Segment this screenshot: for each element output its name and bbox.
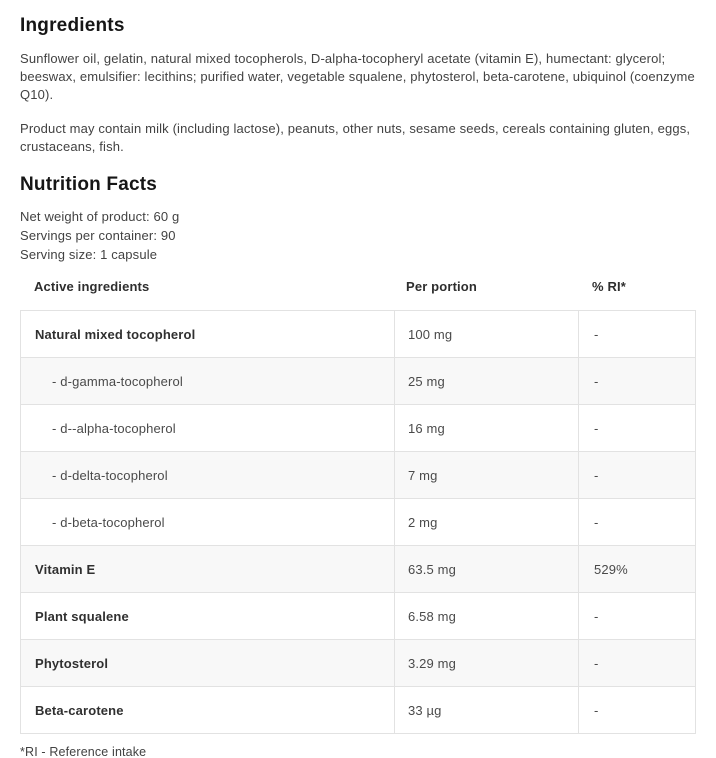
ingredient-name-cell: Vitamin E <box>35 561 96 577</box>
per-portion-cell: 16 mg <box>394 405 578 451</box>
column-header-active-ingredients: Active ingredients <box>34 279 150 294</box>
nutrition-table: Active ingredients Per portion % RI* Nat… <box>20 277 696 734</box>
ri-value-cell: - <box>578 452 697 498</box>
per-portion-cell: 33 µg <box>394 687 578 733</box>
column-header-per-portion: Per portion <box>406 279 477 294</box>
ingredient-name-cell: Beta-carotene <box>35 702 124 718</box>
table-row: - d-beta-tocopherol 2 mg - <box>21 498 695 545</box>
per-portion-cell: 7 mg <box>394 452 578 498</box>
table-row: Phytosterol 3.29 mg - <box>21 639 695 686</box>
table-row: Natural mixed tocopherol 100 mg - <box>21 311 695 357</box>
table-row: Vitamin E 63.5 mg 529% <box>21 545 695 592</box>
ingredient-name-cell: - d-beta-tocopherol <box>52 514 165 530</box>
nutrition-facts-heading: Nutrition Facts <box>20 174 158 195</box>
per-portion-cell: 2 mg <box>394 499 578 545</box>
ingredient-name-cell: Natural mixed tocopherol <box>35 326 196 342</box>
ingredient-name-cell: - d-delta-tocopherol <box>52 467 168 483</box>
ingredient-name-cell: - d--alpha-tocopherol <box>52 420 176 436</box>
ingredients-composition-text: Sunflower oil, gelatin, natural mixed to… <box>20 51 695 102</box>
ingredients-allergens-text: Product may contain milk (including lact… <box>20 121 691 154</box>
ingredient-name-cell: - d-gamma-tocopherol <box>52 373 183 389</box>
ri-value-cell: - <box>578 405 697 451</box>
ri-value-cell: - <box>578 311 697 357</box>
ri-value-cell: - <box>578 687 697 733</box>
servings-per-container-line: Servings per container: 90 <box>20 228 176 243</box>
table-row: Plant squalene 6.58 mg - <box>21 592 695 639</box>
ingredient-name-cell: Phytosterol <box>35 655 109 671</box>
table-row: - d-gamma-tocopherol 25 mg - <box>21 357 695 404</box>
per-portion-cell: 100 mg <box>394 311 578 357</box>
nutrition-table-header: Active ingredients Per portion % RI* <box>20 277 696 297</box>
ri-footnote: *RI - Reference intake <box>20 745 147 758</box>
ri-value-cell: 529% <box>578 546 697 592</box>
serving-info: Net weight of product: 60 g Servings per… <box>20 207 696 264</box>
per-portion-cell: 6.58 mg <box>394 593 578 639</box>
ri-value-cell: - <box>578 499 697 545</box>
table-row: - d-delta-tocopherol 7 mg - <box>21 451 695 498</box>
table-row: Beta-carotene 33 µg - <box>21 686 695 733</box>
column-header-percent-ri: % RI* <box>592 279 626 294</box>
ri-value-cell: - <box>578 358 697 404</box>
table-row: - d--alpha-tocopherol 16 mg - <box>21 404 695 451</box>
ri-value-cell: - <box>578 640 697 686</box>
per-portion-cell: 25 mg <box>394 358 578 404</box>
net-weight-line: Net weight of product: 60 g <box>20 209 180 224</box>
nutrition-table-body: Natural mixed tocopherol 100 mg - - d-gamma… <box>20 310 696 734</box>
ingredients-heading: Ingredients <box>20 15 125 36</box>
ingredient-name-cell: Plant squalene <box>35 608 129 624</box>
ri-value-cell: - <box>578 593 697 639</box>
per-portion-cell: 63.5 mg <box>394 546 578 592</box>
serving-size-line: Serving size: 1 capsule <box>20 247 158 262</box>
per-portion-cell: 3.29 mg <box>394 640 578 686</box>
